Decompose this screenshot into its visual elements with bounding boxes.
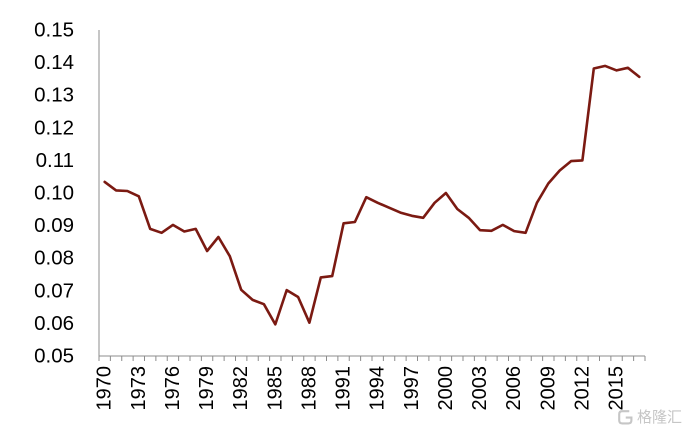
y-tick-label: 0.09 [34, 214, 74, 237]
y-tick-label: 0.10 [34, 182, 74, 205]
gelonghui-logo-icon [617, 409, 634, 426]
y-tick-label: 0.11 [36, 149, 74, 172]
x-tick-label: 2015 [606, 366, 628, 411]
x-tick-label: 1988 [298, 366, 320, 411]
x-tick-label: 1970 [94, 366, 116, 411]
y-tick-label: 0.12 [34, 116, 74, 139]
x-tick-label: 2012 [571, 366, 593, 411]
x-tick-label: 2009 [537, 366, 559, 411]
y-tick-label: 0.15 [34, 19, 74, 42]
x-tick-label: 2000 [435, 366, 457, 411]
data-line [103, 64, 641, 326]
x-tick-label: 1994 [367, 366, 389, 411]
gelonghui-watermark: 格隆汇 [617, 409, 682, 426]
y-tick-label: 0.08 [34, 247, 74, 270]
x-tick-label: 2003 [469, 366, 491, 411]
y-tick-label: 0.14 [34, 51, 74, 74]
x-tick-label: 1997 [401, 366, 423, 411]
x-tick-label: 1985 [264, 366, 286, 411]
x-tick-label: 1982 [230, 366, 252, 411]
y-tick-label: 0.06 [34, 312, 74, 335]
watermark-text: 格隆汇 [636, 409, 682, 426]
y-tick-label: 0.07 [34, 279, 74, 302]
y-tick-label: 0.05 [34, 345, 74, 368]
x-tick-label: 1973 [128, 366, 150, 411]
x-tick-label: 1976 [162, 366, 184, 411]
x-tick-label: 1979 [196, 366, 218, 411]
y-tick-label: 0.13 [34, 84, 74, 107]
x-tick-label: 1991 [333, 366, 355, 411]
x-tick-label: 2006 [503, 366, 525, 411]
